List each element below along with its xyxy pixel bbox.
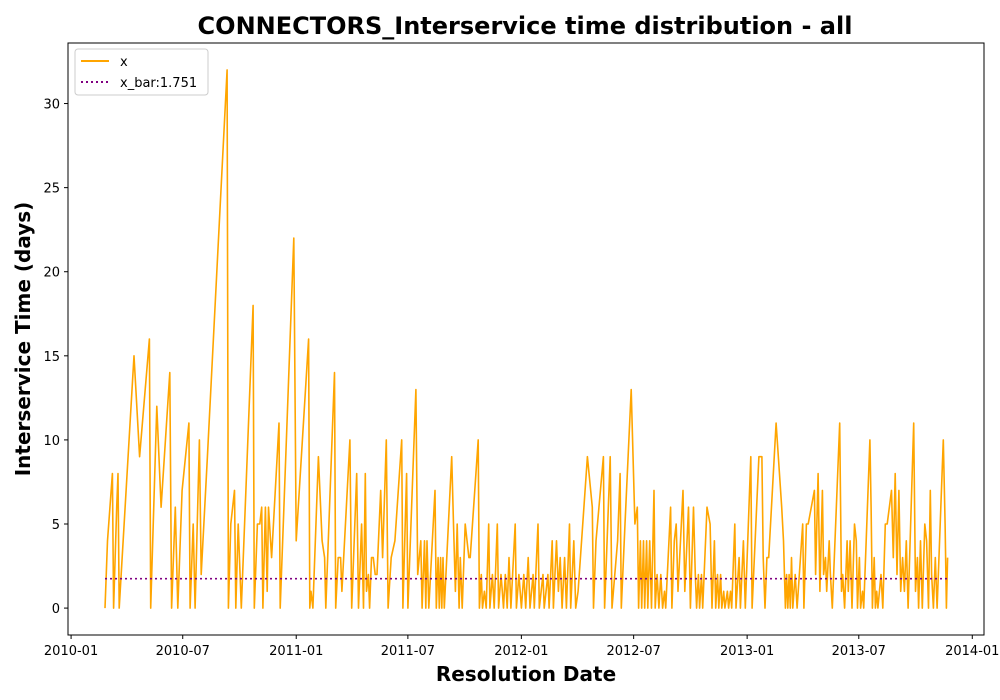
y-tick-label: 10 — [43, 434, 60, 449]
y-tick-label: 0 — [52, 602, 60, 617]
x-tick-label: 2011-07 — [381, 644, 435, 659]
plot-area — [105, 70, 948, 608]
x-tick-label: 2013-07 — [832, 644, 886, 659]
x-tick-label: 2014-01 — [945, 644, 999, 659]
y-tick-label: 30 — [43, 98, 60, 113]
y-axis-title: Interservice Time (days) — [11, 202, 35, 477]
y-tick-label: 25 — [43, 182, 60, 197]
x-tick-label: 2011-01 — [269, 644, 323, 659]
x-tick-label: 2013-01 — [720, 644, 774, 659]
x-tick-label: 2010-07 — [156, 644, 210, 659]
y-tick-label: 5 — [52, 518, 60, 533]
legend-label-x: x — [120, 55, 128, 70]
legend: x x_bar:1.751 — [75, 49, 208, 95]
chart-title: CONNECTORS_Interservice time distributio… — [198, 12, 853, 40]
x-tick-label: 2012-01 — [494, 644, 548, 659]
x-axis-title: Resolution Date — [436, 662, 616, 686]
y-axis-ticks: 0 5 10 15 20 25 30 — [43, 98, 68, 618]
x-axis-ticks: 2010-01 2010-07 2011-01 2011-07 2012-01 2012-… — [44, 635, 1000, 659]
legend-label-x-bar: x_bar:1.751 — [120, 76, 197, 91]
y-tick-label: 15 — [43, 350, 60, 365]
series-line-x — [105, 70, 948, 608]
x-tick-label: 2010-01 — [44, 644, 98, 659]
x-tick-label: 2012-07 — [606, 644, 660, 659]
y-tick-label: 20 — [43, 266, 60, 281]
